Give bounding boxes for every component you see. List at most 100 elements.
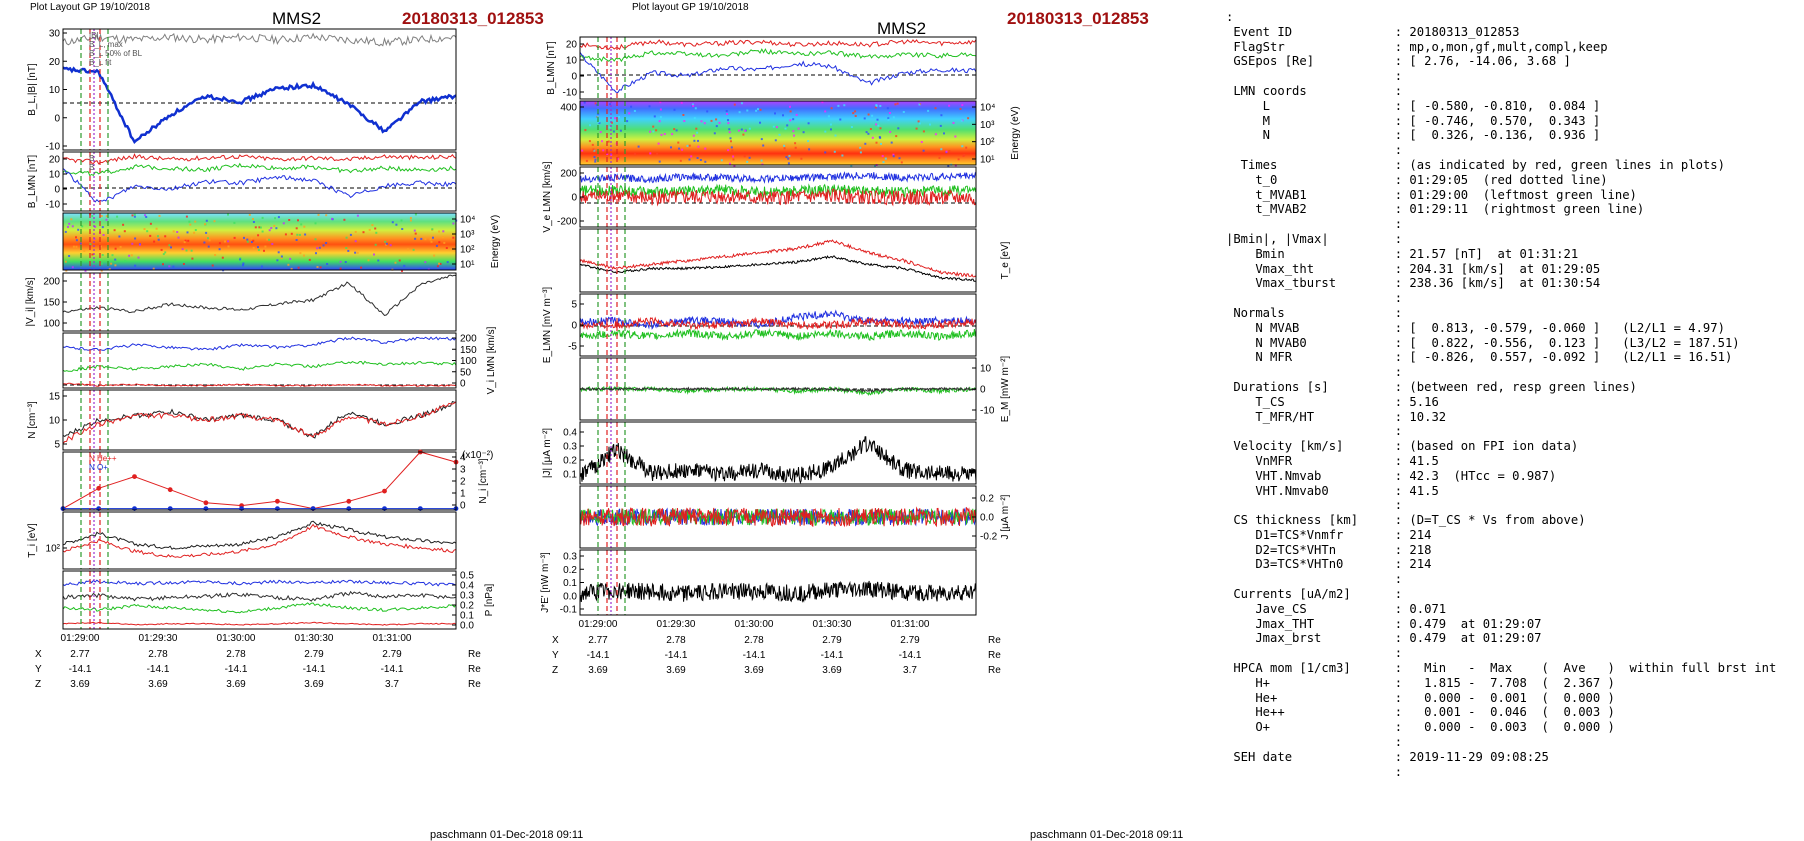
spectrogram-pixel (673, 128, 676, 131)
series-line-0 (579, 385, 976, 396)
spectrogram-pixel (895, 135, 898, 138)
spectrogram-pixel (374, 243, 377, 246)
mid-footer: paschmann 01-Dec-2018 09:11 (1030, 829, 1184, 841)
spectrogram-pixel (185, 215, 188, 218)
y-tick-label-right: 10² (980, 137, 995, 148)
spectrogram-pixel (254, 226, 257, 229)
spectrogram-pixel (887, 117, 890, 120)
spectrogram-pixel (755, 109, 758, 112)
spectrogram-pixel (786, 124, 789, 127)
y-tick-label: 5 (571, 300, 577, 311)
spectrogram-pixel (920, 141, 923, 143)
spectrogram-pixel (927, 109, 930, 112)
spectrogram-pixel (162, 263, 164, 266)
spectrogram-pixel (131, 242, 134, 245)
spectrogram-pixel (700, 120, 703, 123)
spectrogram-pixel (367, 259, 370, 262)
position-value: 2.79 (382, 649, 402, 660)
spectrogram-pixel (690, 155, 693, 158)
spectrogram-pixel (146, 230, 149, 233)
spectrogram-pixel (89, 243, 92, 246)
spectrogram-pixel (72, 245, 75, 248)
spectrogram-pixel (111, 254, 114, 257)
axis-multiplier: (x10⁻²) (462, 450, 493, 461)
y-tick-label-right: -0.2 (980, 532, 998, 543)
spectrogram-pixel (867, 132, 870, 135)
spectrogram-pixel (830, 128, 832, 131)
spectrogram-pixel (114, 247, 117, 250)
spectrogram-pixel (824, 130, 827, 133)
spectrogram-pixel (854, 110, 857, 113)
position-unit: Re (468, 664, 481, 675)
spectrogram-pixel (412, 248, 415, 251)
spectrogram-pixel (787, 162, 790, 165)
spectrogram-pixel (435, 244, 438, 247)
spectrogram-pixel (614, 117, 617, 120)
spectrogram-pixel (628, 112, 631, 115)
panel-frame (62, 272, 457, 332)
spectrogram-pixel (71, 266, 74, 269)
spectrogram-pixel (852, 112, 855, 115)
spectrogram-pixel (168, 265, 171, 268)
spectrogram-pixel (339, 267, 342, 270)
time-tick-label: 01:31:00 (373, 633, 412, 644)
legend-entry: B (89, 163, 94, 172)
spectrogram-pixel (794, 142, 797, 145)
y-tick-label-right: 50 (460, 367, 472, 378)
spectrogram-pixel (592, 148, 595, 151)
spectrogram-pixel (843, 104, 846, 107)
panel-7: 10² T_i [eV] (27, 511, 457, 570)
spectrogram-pixel (362, 231, 365, 234)
spectrogram-pixel (248, 213, 251, 216)
spectrogram-pixel (274, 217, 277, 220)
position-value: -14.1 (665, 650, 688, 661)
spectrogram-pixel (607, 140, 610, 143)
spectrogram-pixel (917, 120, 920, 123)
spectrogram-pixel (316, 266, 319, 268)
spectrogram-pixel (295, 227, 298, 230)
y-axis-label: J [μA m⁻²] (1000, 494, 1011, 539)
spectrogram-pixel (833, 150, 836, 153)
y-tick-label: 0.3 (563, 442, 577, 453)
y-axis-label: E_LMN [mV m⁻³] (542, 287, 553, 364)
spectrogram-pixel (401, 270, 403, 272)
spectrogram-pixel (268, 238, 271, 241)
spectrogram-pixel (785, 156, 788, 158)
spectrogram-pixel (696, 131, 699, 134)
spectrogram-pixel (385, 242, 388, 245)
spectrogram-pixel (414, 213, 417, 216)
spectrogram-pixel (658, 160, 661, 163)
spectrogram-pixel (691, 103, 694, 106)
spectrogram-pixel (259, 226, 262, 229)
spectrogram-pixel (686, 144, 689, 147)
spectrogram-pixel (595, 103, 598, 106)
mid-plot-header: Plot layout GP 19/10/2018 (632, 2, 749, 13)
spectrogram-pixel (391, 221, 394, 224)
spectrogram-pixel (693, 139, 696, 142)
spectrogram-pixel (304, 233, 307, 236)
position-value: 2.78 (148, 649, 168, 660)
spectrogram-pixel (172, 230, 175, 233)
spectrogram-pixel (318, 246, 321, 249)
spectrogram-pixel (153, 240, 156, 243)
y-tick-label-right: 10³ (980, 120, 995, 131)
spectrogram-pixel (264, 245, 267, 248)
spectrogram-pixel (616, 157, 619, 160)
spectrogram-pixel (224, 240, 226, 243)
spectrogram-pixel (207, 237, 209, 240)
y-tick-label-right: 10⁴ (460, 215, 475, 226)
series-line-2 (579, 506, 977, 528)
spectrogram-pixel (934, 107, 937, 110)
y-tick-label: 0 (571, 72, 577, 83)
spectrogram-pixel (160, 248, 163, 251)
spectrogram-pixel (371, 224, 374, 227)
y-tick-label-right: 0.2 (460, 601, 474, 612)
position-row-label: Z (552, 665, 558, 676)
spectrogram-pixel (746, 109, 749, 112)
spectrogram-pixel (787, 157, 790, 160)
spectrogram-pixel (762, 144, 765, 147)
spectrogram-pixel (602, 149, 605, 152)
spectrogram-pixel (693, 117, 696, 120)
spectrogram-pixel (75, 239, 78, 242)
y-tick-label: 20 (49, 57, 61, 68)
